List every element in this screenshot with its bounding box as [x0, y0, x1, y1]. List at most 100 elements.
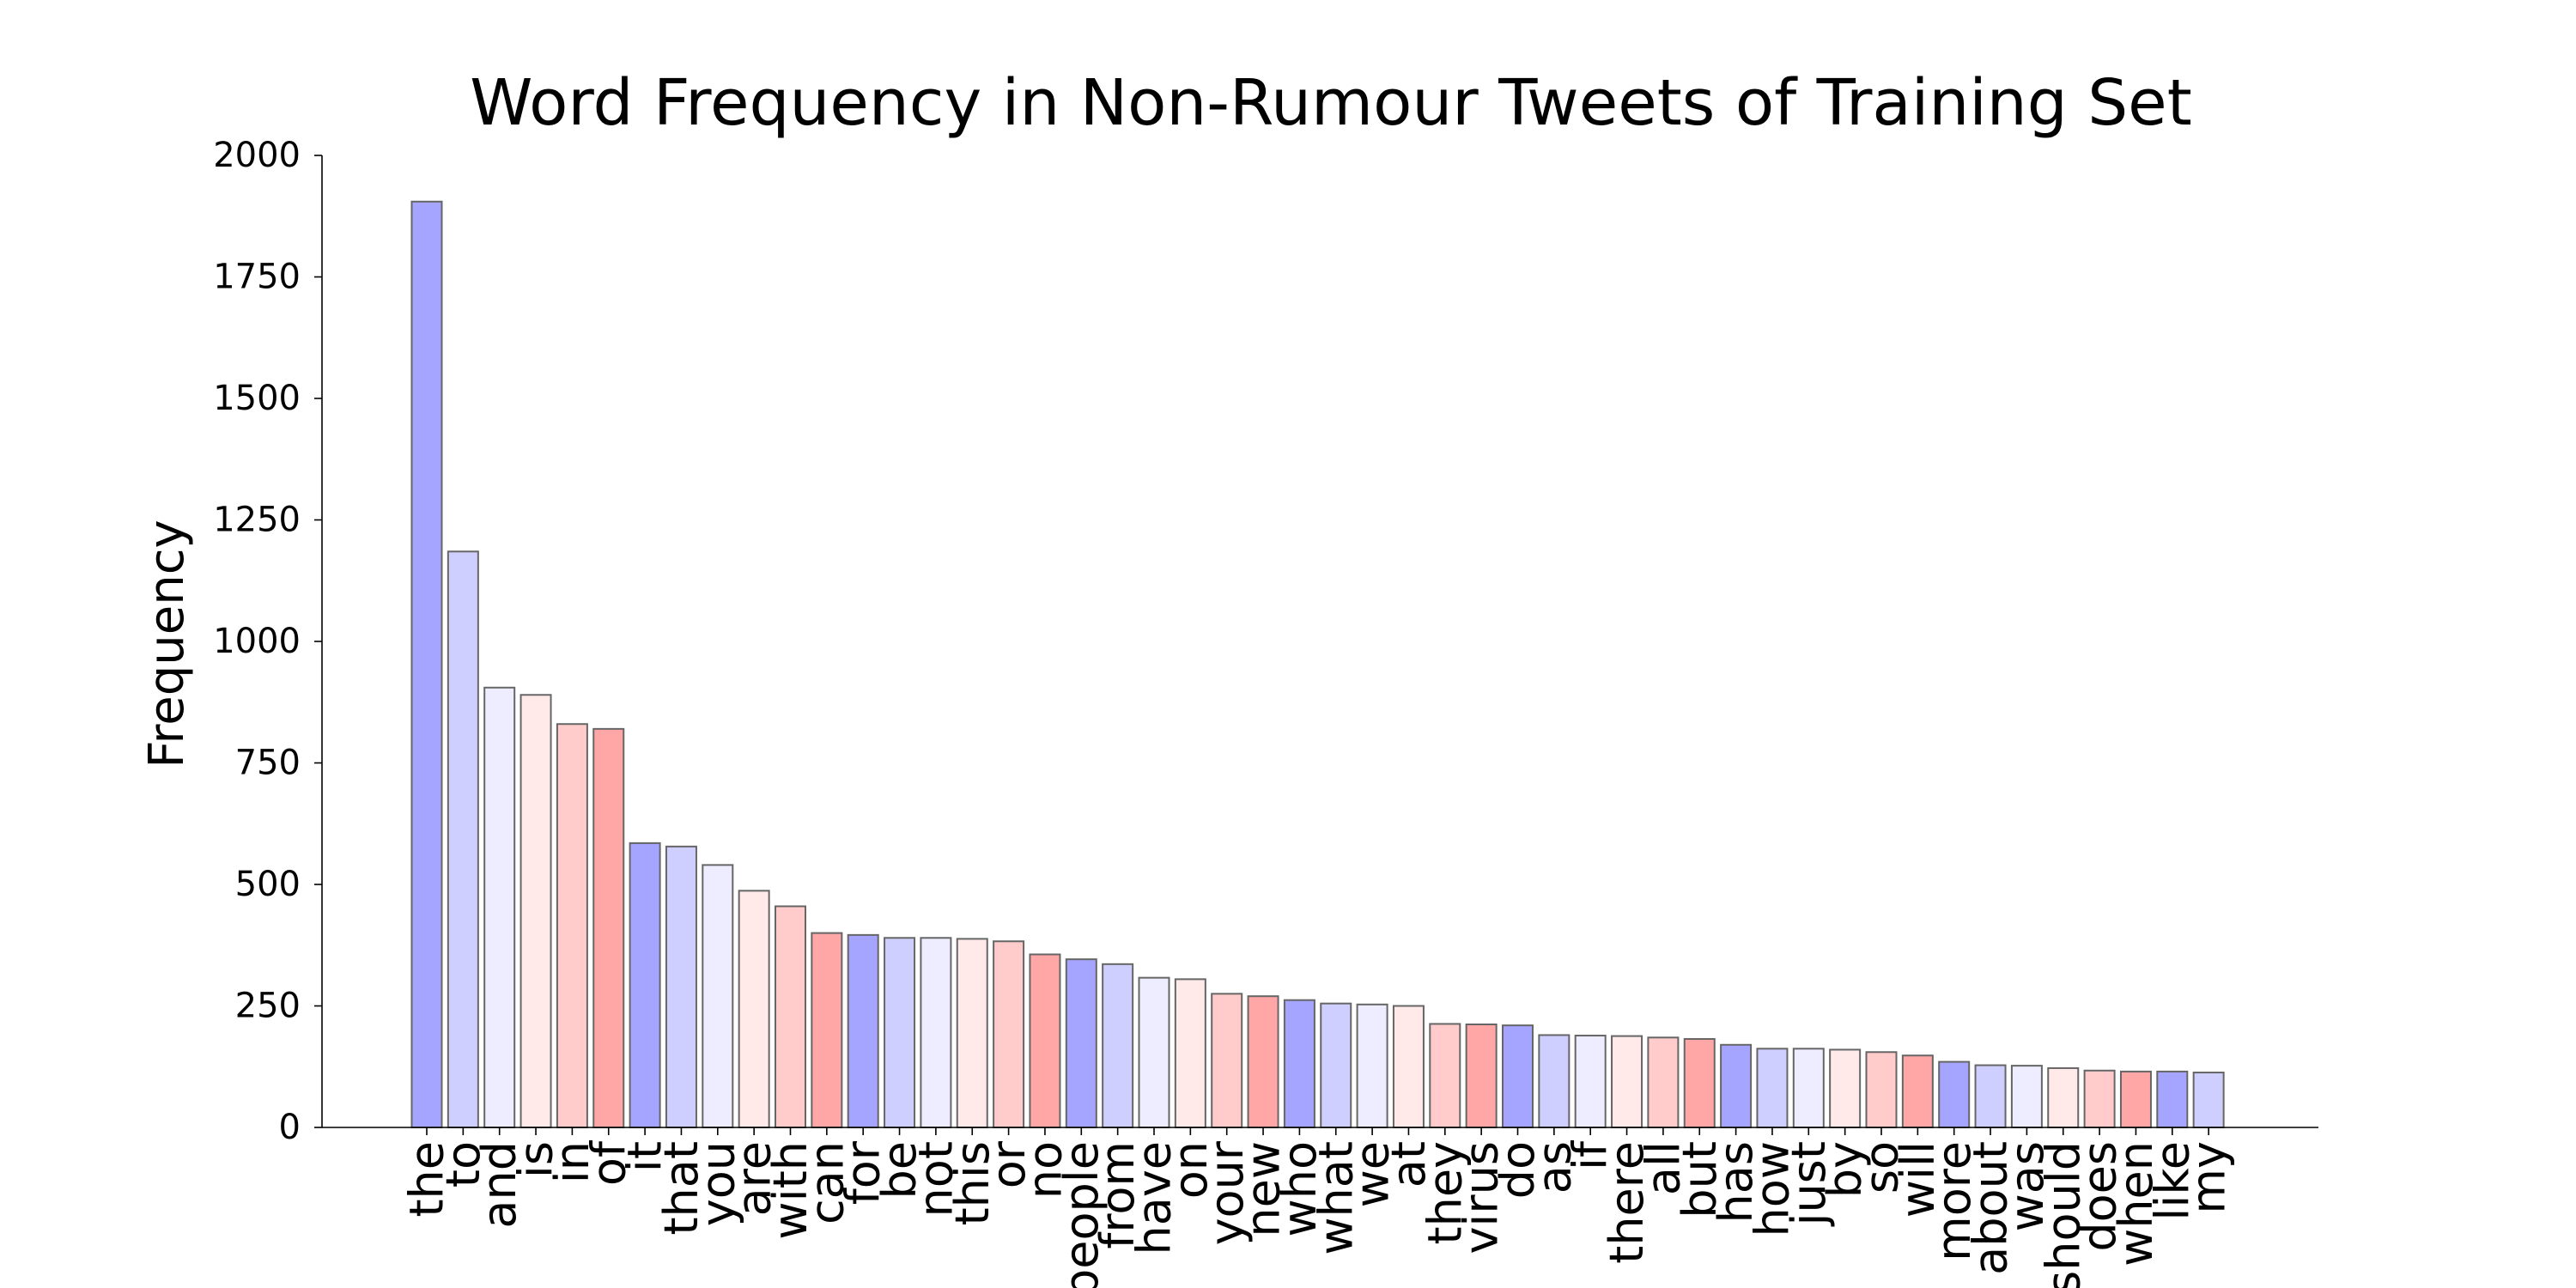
- y-tick-label: 500: [235, 865, 301, 904]
- bar-more: [1938, 1060, 1971, 1128]
- bar-has: [1720, 1043, 1753, 1129]
- bar-can: [811, 932, 843, 1128]
- bar-will: [1901, 1054, 1934, 1129]
- y-tick-label: 0: [279, 1108, 301, 1147]
- bar-or: [993, 940, 1025, 1129]
- x-tick-label: how: [1745, 1141, 1799, 1236]
- bar-should: [2047, 1066, 2080, 1128]
- bar-of: [592, 727, 625, 1128]
- bar-is: [519, 694, 552, 1128]
- bar-at: [1392, 1005, 1425, 1128]
- x-tick-label: to: [436, 1141, 490, 1188]
- x-tick-label: people: [1054, 1141, 1109, 1288]
- bar-be: [884, 937, 916, 1129]
- bar-people: [1065, 958, 1097, 1128]
- bar-so: [1865, 1051, 1898, 1129]
- x-tick-label: was: [2000, 1141, 2054, 1231]
- x-tick-label: they: [1418, 1141, 1472, 1245]
- x-tick-label: do: [1491, 1141, 1545, 1199]
- x-tick-label: virus: [1455, 1141, 1509, 1255]
- x-tick-label: that: [654, 1141, 708, 1236]
- x-tick-label: on: [1163, 1141, 1218, 1199]
- chart-title: Word Frequency in Non-Rumour Tweets of T…: [470, 66, 2191, 140]
- x-tick-label: as: [1527, 1141, 1581, 1194]
- bar-you: [702, 864, 734, 1128]
- x-tick-label: with: [763, 1141, 817, 1240]
- x-tick-label: so: [1855, 1141, 1909, 1194]
- bar-by: [1829, 1048, 1862, 1128]
- bar-to: [447, 550, 479, 1128]
- bar-they: [1429, 1023, 1461, 1129]
- bar-if: [1574, 1035, 1607, 1128]
- x-tick-label: does: [2073, 1141, 2127, 1252]
- x-tick-label: just: [1782, 1141, 1836, 1227]
- bar-just: [1792, 1048, 1825, 1128]
- x-ticks-group: thetoandisinofitthatyouarewithcanforbeno…: [400, 1127, 2236, 1288]
- bar-no: [1029, 953, 1061, 1129]
- bar-the: [410, 200, 443, 1128]
- bar-and: [483, 686, 516, 1128]
- bar-with: [775, 905, 806, 1128]
- x-tick-label: like: [2145, 1141, 2199, 1221]
- bar-for: [847, 933, 879, 1129]
- y-tick-label: 1500: [213, 379, 301, 418]
- bars-group: [410, 200, 2225, 1129]
- bar-new: [1247, 995, 1279, 1129]
- x-tick-label: the: [400, 1141, 454, 1218]
- bar-it: [629, 841, 661, 1128]
- x-tick-label: but: [1673, 1141, 1727, 1218]
- x-tick-label: will: [1891, 1141, 1945, 1218]
- x-tick-label: more: [1927, 1141, 1981, 1261]
- x-tick-label: your: [1200, 1140, 1254, 1245]
- y-tick-label: 2000: [213, 136, 301, 175]
- y-tick-label: 1250: [213, 501, 301, 540]
- bar-my: [2192, 1072, 2225, 1128]
- bar-that: [665, 845, 697, 1128]
- y-tick-label: 250: [235, 987, 301, 1026]
- x-tick-label: is: [509, 1141, 563, 1178]
- bar-from: [1102, 963, 1134, 1128]
- x-tick-label: by: [1818, 1141, 1872, 1198]
- x-tick-label: there: [1600, 1141, 1654, 1264]
- bar-all: [1647, 1036, 1680, 1129]
- x-tick-label: are: [727, 1141, 781, 1216]
- x-tick-label: of: [581, 1139, 635, 1186]
- x-tick-label: if: [1564, 1139, 1618, 1170]
- x-tick-label: when: [2109, 1141, 2163, 1267]
- x-tick-label: what: [1309, 1141, 1363, 1255]
- x-tick-label: about: [1964, 1141, 2018, 1275]
- x-tick-label: for: [836, 1140, 890, 1205]
- x-tick-label: in: [545, 1141, 599, 1183]
- x-tick-label: my: [2182, 1141, 2236, 1214]
- y-tick-label: 1750: [213, 258, 301, 297]
- y-axis-label: Frequency: [139, 519, 195, 768]
- x-tick-label: and: [472, 1141, 526, 1229]
- bar-how: [1756, 1048, 1789, 1128]
- bar-was: [2010, 1065, 2043, 1129]
- bar-there: [1611, 1035, 1643, 1129]
- bar-virus: [1465, 1024, 1498, 1129]
- bar-are: [738, 890, 770, 1129]
- bar-like: [2156, 1070, 2189, 1129]
- x-tick-label: this: [945, 1141, 999, 1226]
- bar-in: [556, 723, 588, 1128]
- x-tick-label: we: [1346, 1141, 1400, 1207]
- y-tick-label: 750: [235, 744, 301, 783]
- bar-we: [1356, 1003, 1388, 1128]
- bar-have: [1138, 976, 1170, 1128]
- x-tick-label: no: [1018, 1141, 1072, 1199]
- bar-who: [1283, 999, 1315, 1129]
- bar-when: [2119, 1070, 2152, 1129]
- x-tick-label: all: [1636, 1141, 1690, 1195]
- x-tick-label: you: [690, 1141, 744, 1226]
- x-tick-label: be: [872, 1141, 927, 1200]
- x-tick-label: should: [2036, 1141, 2090, 1288]
- x-tick-label: or: [981, 1140, 1036, 1188]
- bar-on: [1174, 978, 1206, 1128]
- y-ticks-group: 0 250 500 750 1000 1250 1500 1750 2000: [213, 136, 322, 1147]
- x-tick-label: who: [1273, 1141, 1327, 1236]
- bar-your: [1211, 993, 1243, 1128]
- x-tick-label: at: [1382, 1141, 1436, 1188]
